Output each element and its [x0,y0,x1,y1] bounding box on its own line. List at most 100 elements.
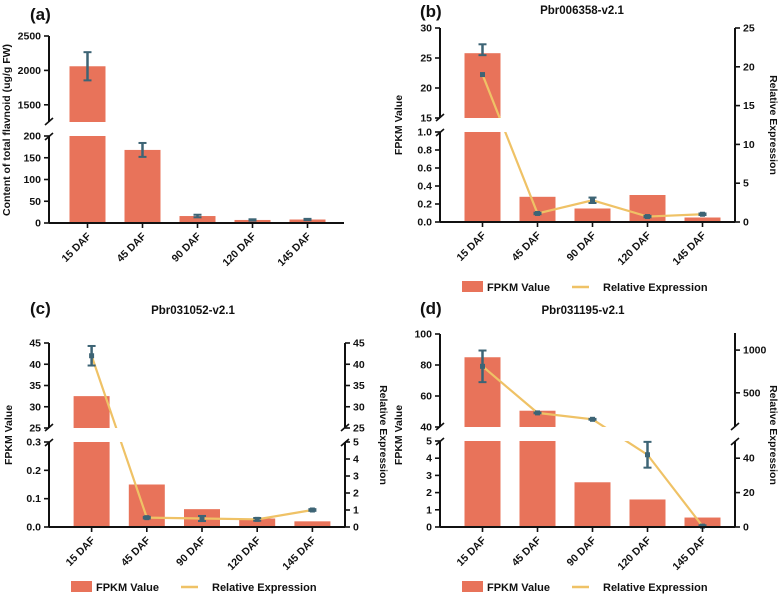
left-axis-break-mark [435,128,445,137]
left-tick-label: 40 [420,422,432,434]
bar [574,482,611,527]
data-point [590,416,595,422]
left-axis-break-mark [435,437,445,446]
y2-axis-title: Relative Expression [767,75,778,175]
legend-label: Relative Expression [212,582,317,594]
right-axis-break-mark [730,437,740,446]
left-axis-break-mark [435,422,445,431]
x-tick-label: 15 DAF [60,230,94,264]
legend-label: FPKM Value [96,582,159,594]
panel-label: (c) [30,299,51,318]
chart-title: Pbr031052-v2.1 [151,305,235,317]
left-tick-label: 2500 [18,31,42,43]
relative-expression-line [481,74,703,218]
legend-swatch-bar [462,281,483,292]
legend-label: Relative Expression [603,282,708,294]
panel-label: (d) [420,299,442,318]
left-tick-label: 30 [29,401,41,413]
left-tick-label: 0.3 [26,437,41,449]
x-tick-label: 145 DAF [670,229,709,268]
bar [684,217,721,222]
bar [289,219,326,223]
data-point [254,516,260,522]
left-tick-label: 3 [426,470,432,482]
bar [124,149,161,223]
left-tick-label: 0.4 [417,181,432,193]
y-axis-title: FPKM Value [393,405,405,465]
data-point [480,363,485,369]
data-point [645,214,650,220]
chart-title: Pbr031195-v2.1 [541,305,625,317]
x-tick-label: 15 DAF [455,229,489,263]
left-axis-break-mark [435,113,445,122]
x-tick-label: 120 DAF [615,534,654,573]
data-point [144,515,150,521]
x-tick-label: 45 DAF [510,534,544,568]
left-tick-label: 200 [23,131,41,143]
x-tick-label: 120 DAF [225,534,264,573]
y-axis-title: FPKM Value [393,95,405,155]
bar [574,208,611,222]
y2-axis-title: Relative Expression [377,385,389,485]
bar [464,53,501,223]
left-tick-label: 5 [426,436,432,448]
left-tick-label: 1500 [18,99,42,111]
left-tick-label: 0 [426,522,432,534]
x-tick-label: 15 DAF [455,534,489,568]
left-tick-label: 80 [420,360,432,372]
bar [684,517,721,527]
right-tick-label: 5 [353,437,359,449]
data-point [480,72,485,78]
y-axis-title: Content of total flavnoid (ug/g FW) [1,44,13,216]
right-tick-label: 500 [743,387,761,399]
panel-c: (c) Pbr031052-v2.10.00.10.20.325303540450… [3,299,389,594]
left-tick-label: 100 [23,174,41,186]
left-tick-label: 0.0 [417,217,432,229]
right-tick-label: 10 [743,139,755,151]
legend: FPKM Value Relative Expression [462,281,708,294]
bar [73,396,110,527]
x-tick-label: 45 DAF [510,229,544,263]
right-tick-label: 1000 [743,345,767,357]
data-point [645,452,650,458]
left-tick-label: 40 [29,359,41,371]
left-tick-label: 0.6 [417,163,432,175]
left-tick-label: 0 [35,218,41,230]
data-point [535,410,540,416]
left-tick-label: 30 [420,23,432,35]
left-tick-label: 2 [426,487,432,499]
left-tick-label: 1 [426,504,432,516]
legend-label: FPKM Value [487,582,550,594]
axis-break-gap [441,427,734,441]
left-tick-label: 50 [29,196,41,208]
left-tick-label: 20 [420,83,432,95]
left-axis-break-mark [44,438,54,447]
bar [464,357,501,527]
right-tick-label: 1 [353,505,359,517]
right-tick-label: 40 [353,359,365,371]
bar [294,521,331,527]
x-tick-label: 145 DAF [670,534,709,573]
left-tick-label: 25 [29,423,41,435]
data-point [535,210,540,216]
legend-label: FPKM Value [487,282,550,294]
right-tick-label: 40 [743,453,755,465]
right-tick-label: 0 [743,522,749,534]
x-tick-label: 90 DAF [174,534,208,568]
bar [179,216,216,223]
data-point [89,353,95,359]
left-tick-label: 35 [29,380,41,392]
left-tick-label: 2000 [18,65,42,77]
right-tick-label: 15 [743,100,755,112]
axis-break-gap [50,122,343,136]
bar [69,66,106,223]
legend-swatch-bar [462,581,483,592]
bar [519,196,556,222]
left-tick-label: 100 [414,329,432,341]
bar [629,499,666,527]
y-axis-title: FPKM Value [3,405,15,465]
y2-axis-title: Relative Expression [767,385,778,485]
chart-title: Pbr006358-v2.1 [540,5,624,17]
right-tick-label: 25 [743,23,755,35]
left-tick-label: 25 [420,53,432,65]
